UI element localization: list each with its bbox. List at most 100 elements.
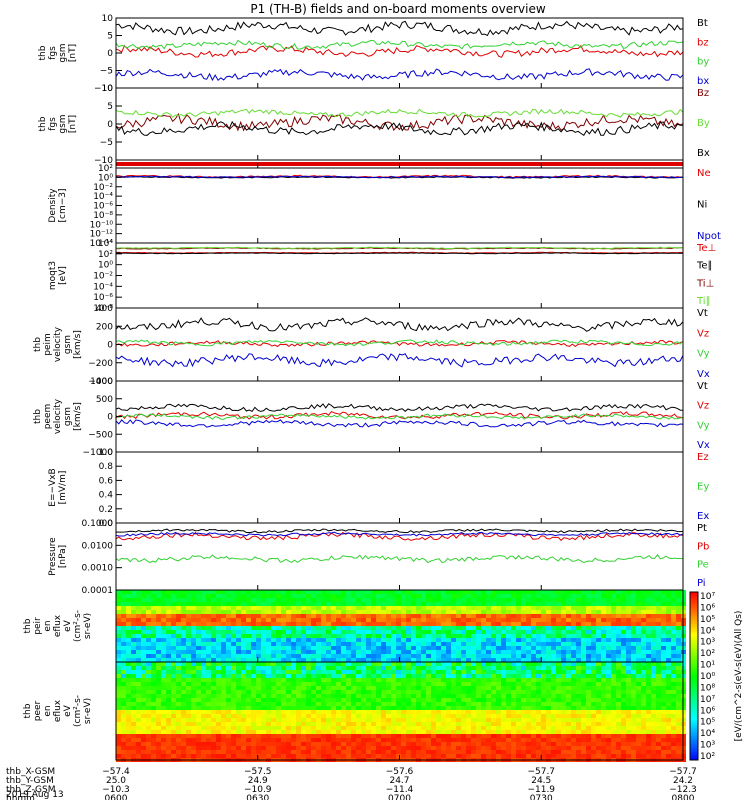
heatmap-cell <box>186 690 191 694</box>
heatmap-cell <box>216 674 221 678</box>
heatmap-cell <box>171 634 176 638</box>
heatmap-cell <box>291 622 296 626</box>
heatmap-cell <box>676 714 681 718</box>
heatmap-cell <box>621 678 626 682</box>
heatmap-cell <box>676 706 681 710</box>
heatmap-cell <box>116 642 121 646</box>
heatmap-cell <box>231 730 236 734</box>
heatmap-cell <box>536 654 541 658</box>
heatmap-cell <box>486 674 491 678</box>
heatmap-cell <box>276 702 281 706</box>
heatmap-cell <box>336 598 341 602</box>
heatmap-cell <box>271 730 276 734</box>
heatmap-cell <box>346 650 351 654</box>
heatmap-cell <box>406 738 411 742</box>
heatmap-cell <box>441 714 446 718</box>
heatmap-cell <box>126 602 131 606</box>
heatmap-cell <box>211 590 216 594</box>
heatmap-cell <box>376 706 381 710</box>
heatmap-cell <box>566 610 571 614</box>
heatmap-cell <box>166 666 171 670</box>
heatmap-cell <box>491 614 496 618</box>
heatmap-cell <box>481 630 486 634</box>
heatmap-cell <box>571 726 576 730</box>
heatmap-cell <box>206 602 211 606</box>
heatmap-cell <box>651 742 656 746</box>
legend-ex: Ex <box>697 511 709 522</box>
heatmap-cell <box>461 598 466 602</box>
heatmap-cell <box>581 750 586 754</box>
heatmap-cell <box>451 666 456 670</box>
heatmap-cell <box>631 750 636 754</box>
heatmap-cell <box>201 686 206 690</box>
heatmap-cell <box>526 594 531 598</box>
heatmap-cell <box>331 638 336 642</box>
heatmap-cell <box>351 694 356 698</box>
series-line <box>115 108 684 118</box>
heatmap-cell <box>351 598 356 602</box>
heatmap-cell <box>546 610 551 614</box>
heatmap-cell <box>181 594 186 598</box>
heatmap-cell <box>316 706 321 710</box>
heatmap-cell <box>271 590 276 594</box>
heatmap-cell <box>671 598 676 602</box>
heatmap-cell <box>546 642 551 646</box>
heatmap-cell <box>396 606 401 610</box>
heatmap-cell <box>291 618 296 622</box>
heatmap-cell <box>556 602 561 606</box>
heatmap-cell <box>266 702 271 706</box>
heatmap-cell <box>121 742 126 746</box>
heatmap-cell <box>556 726 561 730</box>
heatmap-cell <box>586 598 591 602</box>
heatmap-cell <box>506 618 511 622</box>
heatmap-cell <box>181 622 186 626</box>
heatmap-cell <box>161 650 166 654</box>
heatmap-cell <box>526 626 531 630</box>
heatmap-cell <box>436 726 441 730</box>
heatmap-cell <box>571 602 576 606</box>
heatmap-cell <box>181 670 186 674</box>
heatmap-cell <box>376 746 381 750</box>
heatmap-cell <box>366 682 371 686</box>
heatmap-cell <box>536 642 541 646</box>
heatmap-cell <box>461 642 466 646</box>
heatmap-cell <box>321 666 326 670</box>
heatmap-cell <box>336 718 341 722</box>
heatmap-cell <box>416 750 421 754</box>
heatmap-cell <box>371 706 376 710</box>
heatmap-cell <box>146 726 151 730</box>
heatmap-cell <box>651 670 656 674</box>
heatmap-cell <box>566 734 571 738</box>
heatmap-cell <box>371 730 376 734</box>
heatmap-cell <box>131 750 136 754</box>
heatmap-cell <box>311 626 316 630</box>
heatmap-cell <box>196 618 201 622</box>
heatmap-cell <box>406 750 411 754</box>
heatmap-cell <box>571 674 576 678</box>
heatmap-cell <box>291 686 296 690</box>
heatmap-cell <box>186 710 191 714</box>
heatmap-cell <box>141 646 146 650</box>
heatmap-cell <box>396 754 401 758</box>
heatmap-cell <box>521 710 526 714</box>
heatmap-cell <box>676 710 681 714</box>
heatmap-cell <box>176 746 181 750</box>
heatmap-cell <box>656 654 661 658</box>
heatmap-cell <box>261 714 266 718</box>
heatmap-cell <box>336 694 341 698</box>
heatmap-cell <box>236 622 241 626</box>
heatmap-cell <box>356 682 361 686</box>
heatmap-cell <box>516 662 521 666</box>
heatmap-cell <box>526 650 531 654</box>
heatmap-cell <box>286 638 291 642</box>
heatmap-cell <box>236 658 241 662</box>
heatmap-cell <box>476 726 481 730</box>
heatmap-cell <box>551 674 556 678</box>
heatmap-cell <box>371 630 376 634</box>
heatmap-cell <box>511 622 516 626</box>
heatmap-cell <box>386 678 391 682</box>
y-tick-label: 0.0001 <box>82 586 114 596</box>
legend-vy: Vy <box>697 349 710 360</box>
heatmap-cell <box>301 694 306 698</box>
heatmap-cell <box>546 598 551 602</box>
